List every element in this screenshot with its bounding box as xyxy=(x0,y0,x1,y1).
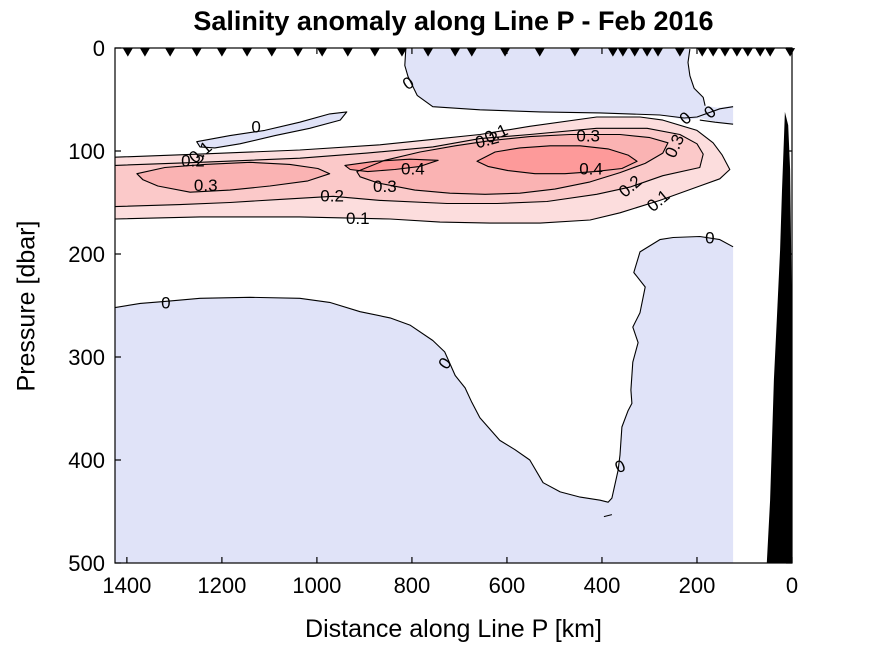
station-marker xyxy=(742,48,753,57)
contour-label: 0.2 xyxy=(181,151,205,170)
station-marker xyxy=(292,48,303,57)
x-tick-label: 0 xyxy=(786,573,798,598)
y-tick-label: 0 xyxy=(93,36,105,61)
station-marker xyxy=(242,48,253,57)
x-tick-label: 600 xyxy=(489,573,526,598)
y-tick-label: 100 xyxy=(68,139,105,164)
station-marker xyxy=(617,48,628,57)
contour-line-zero-surface-main xyxy=(404,48,734,119)
station-marker xyxy=(785,48,796,57)
contour-label: 0 xyxy=(251,117,260,136)
station-marker xyxy=(569,48,580,57)
y-tick-label: 400 xyxy=(68,448,105,473)
contour-region-deep-negative-anomaly xyxy=(115,236,734,563)
contour-line-line-0p3-east xyxy=(356,133,669,195)
contour-region-bathymetry-land xyxy=(766,111,792,563)
x-tick-label: 400 xyxy=(584,573,621,598)
contour-region-surface-negative-anomaly xyxy=(404,49,734,125)
contour-label: 0.3 xyxy=(194,176,218,195)
contour-label: 0 xyxy=(705,229,714,248)
contour-line-line-0p4-west xyxy=(344,158,439,173)
contour-region-lobe-0p4-east xyxy=(477,145,638,174)
x-tick-label: 800 xyxy=(394,573,431,598)
station-marker xyxy=(165,48,176,57)
station-marker xyxy=(731,48,742,57)
x-tick-label: 1200 xyxy=(197,573,246,598)
axes-frame xyxy=(114,47,793,564)
x-tick-label: 200 xyxy=(679,573,716,598)
station-marker xyxy=(607,48,618,57)
y-tick-label: 300 xyxy=(68,345,105,370)
x-axis-label: Distance along Line P [km] xyxy=(305,615,602,643)
contour-label: 0 xyxy=(161,293,170,312)
y-tick-label: 200 xyxy=(68,242,105,267)
station-marker xyxy=(697,48,708,57)
station-marker xyxy=(396,48,407,57)
contour-label: 0.2 xyxy=(320,186,344,205)
x-tick-label: 1000 xyxy=(292,573,341,598)
contour-label: 0.3 xyxy=(576,127,600,146)
contour-line-zero-surface-wisp xyxy=(699,119,734,125)
station-marker xyxy=(466,48,477,57)
contour-label: 0.1 xyxy=(346,209,370,228)
x-tick-label: 1400 xyxy=(102,573,151,598)
station-marker xyxy=(629,48,640,57)
station-marker xyxy=(191,48,202,57)
contour-line-line-0p1 xyxy=(115,116,731,224)
contour-region-lobe-0p3-west xyxy=(136,162,330,193)
contour-line-zero-deep xyxy=(115,235,734,503)
station-marker xyxy=(708,48,719,57)
station-marker xyxy=(139,48,150,57)
station-marker xyxy=(755,48,766,57)
contour-line-line-0p2 xyxy=(115,127,704,208)
plot-title: Salinity anomaly along Line P - Feb 2016 xyxy=(193,6,714,36)
station-marker xyxy=(369,48,380,57)
station-marker xyxy=(674,48,685,57)
station-marker xyxy=(642,48,653,57)
contour-label: 0.3 xyxy=(373,177,397,196)
contour-region-negative-lens xyxy=(196,111,347,148)
contour-label: 0.4 xyxy=(401,160,425,179)
station-marker xyxy=(720,48,731,57)
station-marker xyxy=(534,48,545,57)
station-marker xyxy=(450,48,461,57)
station-marker xyxy=(765,48,776,57)
contour-label: 0.4 xyxy=(579,160,603,179)
station-marker xyxy=(317,48,328,57)
contour-line-zero-lens xyxy=(196,111,348,149)
contour-line-line-0p3-west xyxy=(136,161,331,193)
station-marker xyxy=(342,48,353,57)
y-tick-label: 500 xyxy=(68,551,105,576)
station-marker xyxy=(423,48,434,57)
station-marker xyxy=(266,48,277,57)
station-marker xyxy=(653,48,664,57)
station-marker xyxy=(122,48,133,57)
contour-line-zero-surface-notch xyxy=(687,48,706,106)
contour-line-line-0p4-east xyxy=(476,145,638,175)
contour-line-zero-fragment xyxy=(603,514,613,518)
